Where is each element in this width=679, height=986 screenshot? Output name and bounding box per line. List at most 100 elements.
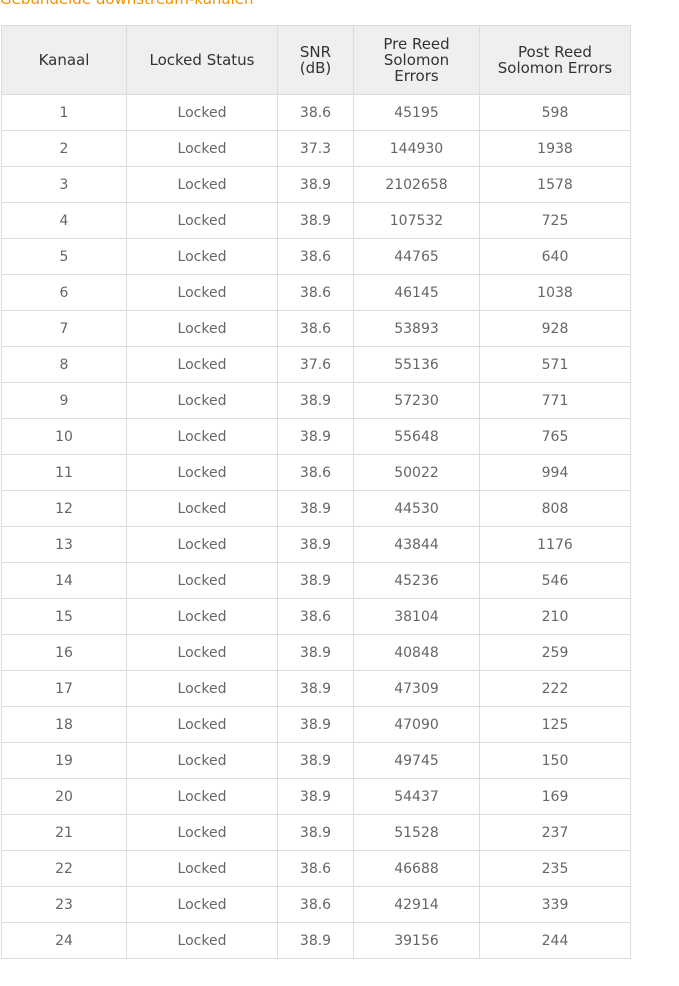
cell-locked-status: Locked: [126, 670, 278, 707]
cell-snr: 38.9: [277, 814, 354, 851]
cell-locked-status: Locked: [126, 922, 278, 959]
cell-locked-status: Locked: [126, 634, 278, 671]
cell-post-rs-errors: 169: [479, 778, 631, 815]
cell-channel: 6: [1, 274, 127, 311]
cell-locked-status: Locked: [126, 310, 278, 347]
cell-post-rs-errors: 1176: [479, 526, 631, 563]
cell-snr: 38.6: [277, 598, 354, 635]
cell-pre-rs-errors: 53893: [353, 310, 480, 347]
table-row: 16 Locked 38.9 40848 259: [1, 634, 631, 671]
cell-channel: 4: [1, 202, 127, 239]
cell-pre-rs-errors: 49745: [353, 742, 480, 779]
cell-channel: 16: [1, 634, 127, 671]
downstream-channels-table: Kanaal Locked Status SNR (dB) Pre Reed S…: [1, 25, 631, 959]
cell-pre-rs-errors: 38104: [353, 598, 480, 635]
table-row: 15 Locked 38.6 38104 210: [1, 598, 631, 635]
cell-post-rs-errors: 222: [479, 670, 631, 707]
cell-post-rs-errors: 808: [479, 490, 631, 527]
cell-locked-status: Locked: [126, 274, 278, 311]
cell-post-rs-errors: 1938: [479, 130, 631, 167]
cell-snr: 38.9: [277, 706, 354, 743]
table-row: 5 Locked 38.6 44765 640: [1, 238, 631, 275]
table-row: 8 Locked 37.6 55136 571: [1, 346, 631, 383]
cell-pre-rs-errors: 45195: [353, 94, 480, 131]
cell-post-rs-errors: 640: [479, 238, 631, 275]
cell-locked-status: Locked: [126, 490, 278, 527]
table-row: 6 Locked 38.6 46145 1038: [1, 274, 631, 311]
header-kanaal: Kanaal: [1, 25, 127, 95]
cell-snr: 38.9: [277, 202, 354, 239]
cell-locked-status: Locked: [126, 706, 278, 743]
cell-locked-status: Locked: [126, 742, 278, 779]
cell-locked-status: Locked: [126, 94, 278, 131]
cell-locked-status: Locked: [126, 130, 278, 167]
cell-channel: 1: [1, 94, 127, 131]
cell-snr: 38.6: [277, 454, 354, 491]
cell-locked-status: Locked: [126, 346, 278, 383]
cell-locked-status: Locked: [126, 562, 278, 599]
cell-pre-rs-errors: 51528: [353, 814, 480, 851]
cell-channel: 21: [1, 814, 127, 851]
cell-post-rs-errors: 237: [479, 814, 631, 851]
table-row: 22 Locked 38.6 46688 235: [1, 850, 631, 887]
cell-pre-rs-errors: 40848: [353, 634, 480, 671]
cell-snr: 38.9: [277, 490, 354, 527]
cell-pre-rs-errors: 47090: [353, 706, 480, 743]
cell-channel: 12: [1, 490, 127, 527]
cell-channel: 19: [1, 742, 127, 779]
cell-channel: 13: [1, 526, 127, 563]
table-row: 3 Locked 38.9 2102658 1578: [1, 166, 631, 203]
table-row: 24 Locked 38.9 39156 244: [1, 922, 631, 959]
table-row: 17 Locked 38.9 47309 222: [1, 670, 631, 707]
cell-locked-status: Locked: [126, 814, 278, 851]
cell-snr: 37.3: [277, 130, 354, 167]
cell-locked-status: Locked: [126, 238, 278, 275]
cell-channel: 7: [1, 310, 127, 347]
cell-pre-rs-errors: 144930: [353, 130, 480, 167]
table-row: 2 Locked 37.3 144930 1938: [1, 130, 631, 167]
cell-pre-rs-errors: 43844: [353, 526, 480, 563]
table-row: 19 Locked 38.9 49745 150: [1, 742, 631, 779]
cell-post-rs-errors: 210: [479, 598, 631, 635]
cell-channel: 14: [1, 562, 127, 599]
cell-locked-status: Locked: [126, 526, 278, 563]
table-row: 4 Locked 38.9 107532 725: [1, 202, 631, 239]
table-row: 9 Locked 38.9 57230 771: [1, 382, 631, 419]
header-post-rs-errors: Post Reed Solomon Errors: [479, 25, 631, 95]
cell-post-rs-errors: 1578: [479, 166, 631, 203]
cell-post-rs-errors: 244: [479, 922, 631, 959]
cell-post-rs-errors: 125: [479, 706, 631, 743]
cell-pre-rs-errors: 46688: [353, 850, 480, 887]
section-title: Gebundelde downstream-kanalen: [0, 0, 254, 8]
table-row: 20 Locked 38.9 54437 169: [1, 778, 631, 815]
cell-channel: 2: [1, 130, 127, 167]
table-row: 14 Locked 38.9 45236 546: [1, 562, 631, 599]
cell-post-rs-errors: 765: [479, 418, 631, 455]
cell-channel: 9: [1, 382, 127, 419]
cell-snr: 38.6: [277, 274, 354, 311]
cell-snr: 38.9: [277, 670, 354, 707]
cell-snr: 38.9: [277, 778, 354, 815]
cell-pre-rs-errors: 107532: [353, 202, 480, 239]
cell-pre-rs-errors: 50022: [353, 454, 480, 491]
cell-post-rs-errors: 598: [479, 94, 631, 131]
cell-locked-status: Locked: [126, 166, 278, 203]
cell-locked-status: Locked: [126, 382, 278, 419]
cell-channel: 3: [1, 166, 127, 203]
table-row: 1 Locked 38.6 45195 598: [1, 94, 631, 131]
cell-channel: 15: [1, 598, 127, 635]
table-row: 11 Locked 38.6 50022 994: [1, 454, 631, 491]
cell-locked-status: Locked: [126, 202, 278, 239]
cell-snr: 38.6: [277, 886, 354, 923]
cell-pre-rs-errors: 39156: [353, 922, 480, 959]
cell-snr: 38.9: [277, 382, 354, 419]
cell-snr: 38.6: [277, 94, 354, 131]
cell-pre-rs-errors: 57230: [353, 382, 480, 419]
cell-locked-status: Locked: [126, 886, 278, 923]
cell-pre-rs-errors: 55648: [353, 418, 480, 455]
table-row: 10 Locked 38.9 55648 765: [1, 418, 631, 455]
cell-locked-status: Locked: [126, 778, 278, 815]
cell-snr: 38.9: [277, 418, 354, 455]
cell-channel: 24: [1, 922, 127, 959]
cell-post-rs-errors: 771: [479, 382, 631, 419]
